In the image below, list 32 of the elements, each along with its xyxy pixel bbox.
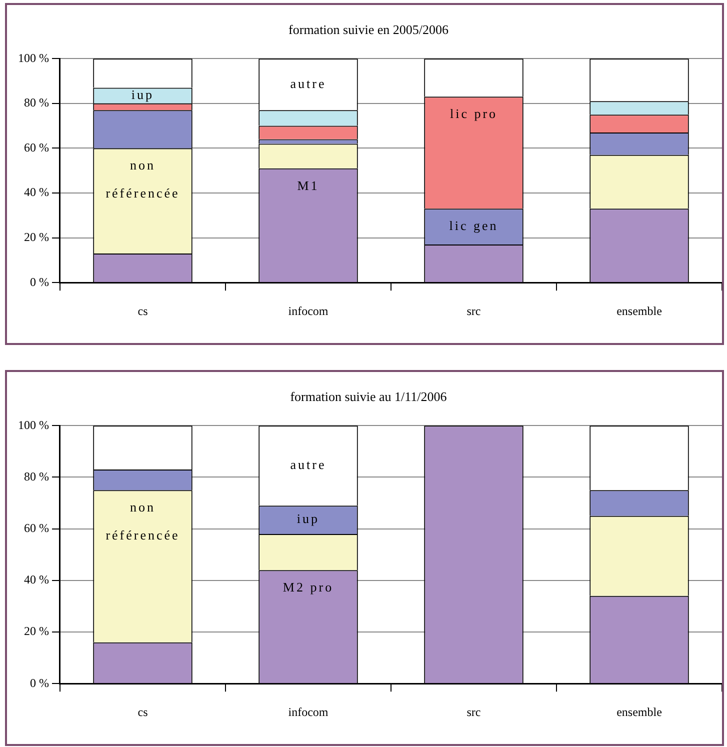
x-tick-label: cs [138,704,148,719]
y-tick-label: 0 % [30,274,49,289]
annotation: autre [290,76,326,91]
chart-title: formation suivie en 2005/2006 [288,22,449,38]
y-tick-label: 40 % [24,572,49,587]
y-tick-label: 20 % [24,624,49,638]
x-tick-label: src [466,704,481,719]
annotation: iup [131,86,154,102]
y-tick-label: 100 % [18,418,49,432]
x-tick-label: ensemble [616,304,662,318]
annotation: iup [296,511,320,526]
x-tick-label: cs [138,304,148,318]
y-tick-label: 40 % [24,185,49,200]
annotation: non référencée [106,500,180,543]
annotation: lic pro [450,106,498,122]
y-tick-label: 0 % [30,676,49,690]
chart-title: formation suivie au 1/11/2006 [290,389,448,404]
annotation: autre [290,457,326,472]
y-tick-label: 60 % [24,140,49,154]
y-tick-label: 60 % [24,520,49,535]
y-tick-label: 80 % [24,469,49,484]
y-tick-label: 80 % [24,96,49,110]
annotation: non référencée [106,158,180,201]
x-tick-label: infocom [288,704,329,719]
y-tick-label: 100 % [18,50,49,65]
annotation: M1 [297,178,320,193]
y-tick-label: 20 % [24,230,49,244]
x-tick-label: src [466,304,481,318]
x-tick-label: infocom [288,304,329,318]
annotation: M2 pro [282,580,334,594]
x-tick-label: ensemble [616,704,662,719]
annotation: lic gen [449,218,498,234]
